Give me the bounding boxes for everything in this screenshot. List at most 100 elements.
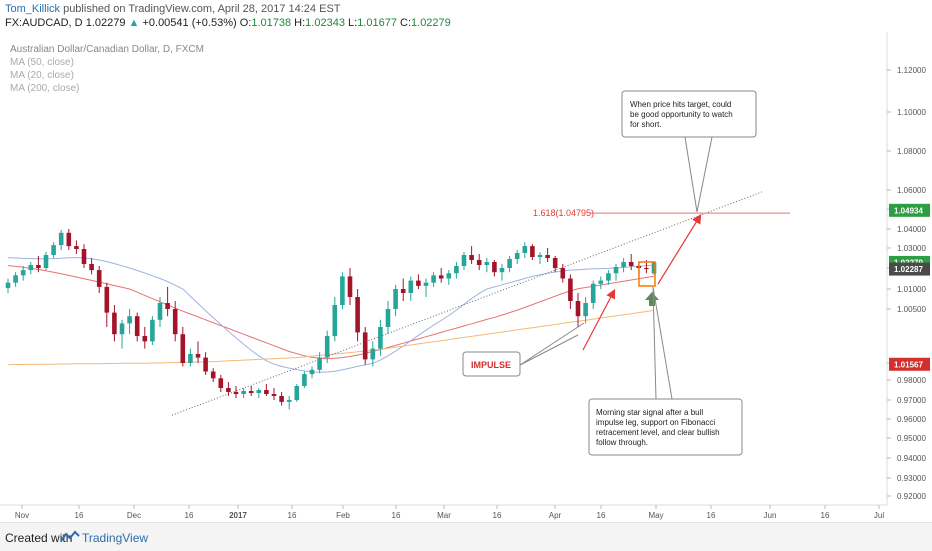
bear-candle — [81, 244, 87, 268]
candle-body — [400, 289, 406, 293]
bull-candle — [302, 371, 307, 388]
candle-body — [408, 280, 414, 293]
created-with-label: Created with — [5, 531, 73, 545]
time-tick-label: Dec — [127, 511, 141, 520]
time-axis[interactable]: Nov 16 Dec 16 2017 16 Feb 16 Mar 16 Apr 16 May 16 Jun 1… — [15, 505, 884, 520]
time-tick-label: 16 — [288, 511, 297, 520]
candle-body — [340, 276, 345, 305]
bull-candle — [385, 301, 391, 335]
candle-body — [651, 262, 657, 274]
bull-candle — [446, 270, 452, 285]
bull-candle — [28, 262, 34, 275]
candle-body — [233, 392, 239, 394]
candle-body — [142, 336, 148, 342]
target-callout-text: When price hits target, could — [630, 100, 731, 109]
ma50-line — [7, 265, 655, 360]
bear-candle — [400, 278, 406, 301]
signal-callout-pointer — [652, 286, 673, 400]
bear-candle — [347, 268, 353, 305]
bull-candle — [522, 242, 528, 258]
candle-body — [180, 334, 186, 363]
footer-bar: Created with TradingView — [0, 522, 932, 551]
bull-candle — [408, 276, 414, 301]
candle-body — [522, 246, 528, 253]
ohlc-line: FX:AUDCAD, D 1.02279 ▲ +0.00541 (+0.53%)… — [5, 17, 451, 29]
price-tick-label: 1.03000 — [897, 244, 926, 253]
candle-body — [134, 316, 140, 336]
impulse-label: IMPULSE — [471, 360, 511, 370]
bear-candle — [89, 258, 94, 275]
bull-candle — [598, 276, 604, 289]
bear-candle — [560, 264, 566, 283]
price-axis[interactable]: 0.92000 0.93000 0.94000 0.95000 0.96000 0.970… — [887, 66, 926, 501]
candle-body — [119, 323, 125, 335]
candle-body — [28, 265, 34, 271]
bear-candle — [568, 274, 573, 309]
bear-candle — [362, 327, 368, 365]
candle-body — [279, 396, 284, 402]
bull-candle — [188, 348, 193, 367]
bull-candle — [454, 262, 459, 279]
tradingview-logo-icon[interactable] — [60, 530, 80, 544]
candle-body — [150, 319, 155, 342]
bull-candle — [537, 252, 543, 264]
candle-body — [499, 268, 505, 273]
bull-candle — [431, 272, 436, 287]
candle-body — [165, 303, 170, 309]
bear-candle — [492, 260, 497, 277]
bear-candle — [142, 327, 148, 349]
bull-candle — [340, 272, 345, 309]
bear-candle — [355, 289, 360, 342]
candle-body — [309, 369, 315, 375]
time-tick-label: May — [648, 511, 663, 520]
signal-callout-text: impulse leg, support on Fibonacci — [596, 418, 715, 427]
bear-candle — [134, 312, 140, 342]
bull-candle — [43, 252, 49, 271]
candle-body — [545, 255, 550, 258]
target-arrow — [657, 213, 702, 285]
ma200-line — [7, 309, 655, 366]
legend-symbol-title: Australian Dollar/Canadian Dollar, D, FX… — [10, 44, 204, 55]
candle-body — [324, 336, 330, 358]
impulse-pointer — [519, 322, 585, 366]
tradingview-brand[interactable]: TradingView — [82, 531, 149, 545]
bear-candle — [218, 374, 224, 392]
signal-callout-pointer — [652, 286, 657, 400]
bear-candle — [180, 327, 186, 367]
bull-candle — [317, 352, 322, 374]
bull-candle — [150, 316, 155, 345]
published-text: published on TradingView.com, April 28, … — [60, 3, 341, 15]
bear-candle — [74, 240, 79, 254]
author-link[interactable]: Tom_Killick — [5, 3, 61, 15]
trendline-layer — [171, 191, 763, 416]
candle-body — [43, 255, 49, 268]
high-value: 1.02343 — [305, 17, 345, 29]
price-tick-label: 0.94000 — [897, 454, 926, 463]
time-tick-label: Jun — [764, 511, 777, 520]
candle-body — [226, 388, 231, 392]
close-value: 1.02279 — [411, 17, 451, 29]
price-chart[interactable]: 0.92000 0.93000 0.94000 0.95000 0.96000 0.970… — [0, 32, 932, 522]
price-tick-label: 0.93000 — [897, 474, 926, 483]
time-tick-label: 16 — [493, 511, 502, 520]
time-tick-label: 16 — [821, 511, 830, 520]
bull-candle — [256, 388, 262, 398]
signal-callout-text: follow through. — [596, 438, 648, 447]
candle-body — [317, 357, 322, 370]
bear-candle — [271, 388, 277, 400]
high-label: H: — [294, 17, 306, 29]
signal-callout-box — [588, 398, 743, 456]
chart-header: Tom_Killick published on TradingView.com… — [0, 0, 932, 32]
chart-legend: Australian Dollar/Canadian Dollar, D, FX… — [10, 44, 204, 94]
bear-candle — [248, 386, 254, 396]
price-tick-label: 0.97000 — [897, 396, 926, 405]
bull-candle — [514, 250, 520, 264]
price-tick-label: 1.00500 — [897, 305, 926, 314]
price-tick-label: 1.10000 — [897, 108, 926, 117]
candle-body — [286, 400, 292, 402]
time-tick-label: Jul — [874, 511, 884, 520]
price-tick-label: 0.92000 — [897, 492, 926, 501]
candle-body — [590, 283, 596, 303]
morning-star-box — [638, 261, 656, 287]
